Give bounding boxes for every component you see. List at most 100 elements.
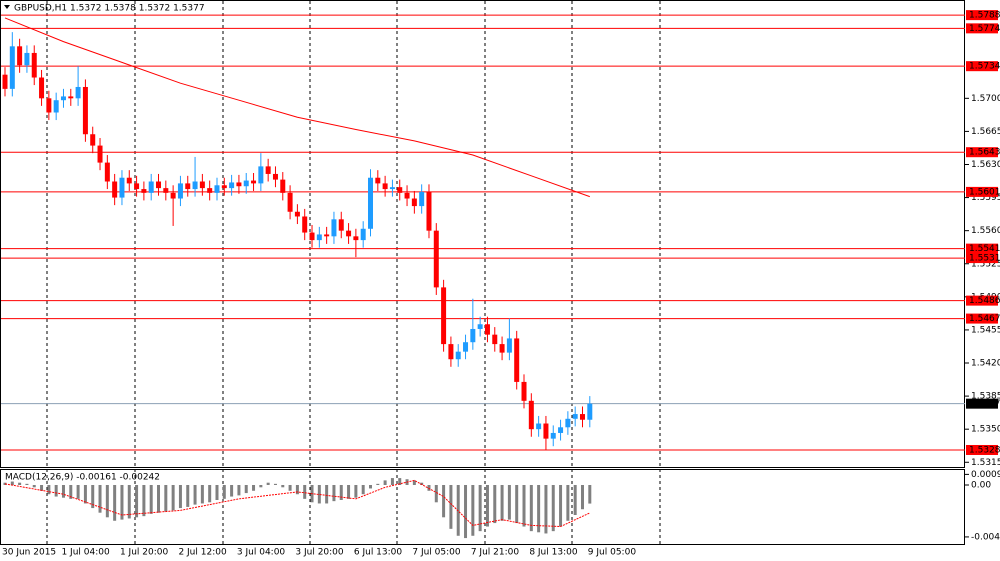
- level-label-box: [966, 243, 998, 254]
- candle-body: [324, 234, 330, 237]
- macd-bar: [580, 485, 584, 510]
- candle-body: [265, 166, 271, 174]
- macd-bar: [288, 485, 292, 491]
- candle-body: [104, 162, 110, 182]
- macd-bar: [493, 485, 497, 524]
- candle-body: [492, 334, 498, 345]
- candle-body: [397, 187, 403, 193]
- macd-bar: [47, 485, 51, 495]
- macd-bar: [588, 485, 592, 504]
- macd-bar: [515, 485, 519, 524]
- candle-body: [316, 234, 322, 241]
- macd-bar: [383, 480, 387, 485]
- y-tick-label: 0.00: [971, 481, 991, 491]
- chart-title: GBPUSD,H1 1.5372 1.5378 1.5372 1.5377: [14, 4, 205, 14]
- y-tick-label: 1.5700: [971, 94, 1000, 104]
- candle-body: [302, 216, 308, 233]
- candle-body: [60, 96, 66, 101]
- candle-body: [477, 324, 483, 329]
- macd-bar: [25, 483, 29, 485]
- candle-body: [470, 328, 476, 343]
- candle-body: [192, 181, 198, 190]
- macd-bar: [295, 485, 299, 495]
- macd-frame: [0, 469, 965, 545]
- price-frame: [0, 0, 965, 468]
- macd-bar: [273, 483, 277, 485]
- candle-body: [484, 324, 490, 335]
- candle-body: [31, 52, 37, 78]
- macd-bar: [105, 485, 109, 518]
- candle-body: [82, 86, 88, 135]
- macd-bar: [390, 478, 394, 485]
- x-tick-label: 30 Jun 2015: [2, 548, 56, 558]
- candle-body: [126, 177, 132, 184]
- macd-bar: [471, 485, 475, 536]
- candle-body: [163, 188, 169, 193]
- y-tick-label: 1.5525: [971, 259, 1000, 269]
- candle-body: [375, 177, 381, 184]
- macd-bar: [244, 485, 248, 494]
- level-label: 1.5486: [969, 296, 1000, 306]
- x-tick-label: 3 Jul 20:00: [295, 548, 344, 558]
- macd-bar: [193, 485, 197, 505]
- level-label: 1.5774: [969, 24, 1000, 34]
- macd-bar: [40, 485, 44, 491]
- macd-bar: [164, 485, 168, 512]
- level-label: 1.5788: [969, 11, 1000, 21]
- candle-body: [9, 46, 15, 89]
- macd-bar: [376, 483, 380, 485]
- candle-body: [236, 182, 242, 187]
- macd-bar: [230, 485, 234, 497]
- symbol-menu-arrow[interactable]: [4, 5, 10, 9]
- x-tick-label: 1 Jul 20:00: [120, 548, 169, 558]
- candle-body: [39, 77, 45, 99]
- level-label: 1.5328: [969, 445, 1000, 455]
- candle-body: [419, 191, 425, 207]
- macd-bar: [361, 485, 365, 495]
- macd-bar: [347, 485, 351, 499]
- y-tick-label: 0.00092: [971, 470, 1000, 480]
- macd-bar: [266, 482, 270, 485]
- candle-body: [75, 86, 81, 99]
- candle-body: [463, 342, 469, 352]
- candle-body: [156, 181, 162, 189]
- level-label-box: [966, 186, 998, 197]
- macd-bar: [537, 485, 541, 533]
- level-label: 1.5467: [969, 314, 1000, 324]
- macd-bar: [529, 485, 533, 532]
- macd-bar: [398, 478, 402, 485]
- y-tick-label: 1.5455: [971, 325, 1000, 335]
- day-separators: [46, 1, 661, 545]
- candle-body: [243, 180, 249, 187]
- macd-bar: [259, 485, 263, 488]
- candle-body: [199, 181, 205, 189]
- level-label-box: [966, 444, 998, 455]
- macd-bar: [113, 485, 117, 521]
- macd-bar: [281, 485, 285, 488]
- macd-bar: [178, 485, 182, 509]
- candle-body: [68, 96, 74, 99]
- macd-bar: [442, 485, 446, 518]
- candle-body: [572, 414, 578, 419]
- candle-body: [338, 219, 344, 231]
- candle-body: [112, 181, 118, 198]
- macd-bar: [522, 485, 526, 527]
- y-tick-label: 1.5385: [971, 392, 1000, 402]
- macd-bar: [544, 485, 548, 534]
- macd-bar: [464, 485, 468, 539]
- candle-body: [90, 134, 96, 146]
- macd-bar: [142, 485, 146, 517]
- x-tick-label: 1 Jul 04:00: [61, 548, 110, 558]
- candle-body: [441, 287, 447, 345]
- x-tick-label: 8 Jul 13:00: [529, 548, 578, 558]
- y-tick-label: 1.5560: [971, 226, 1000, 236]
- candle-body: [97, 145, 103, 163]
- y-tick-label: 1.5665: [971, 127, 1000, 137]
- macd-bar: [186, 485, 190, 507]
- x-tick-label: 7 Jul 05:00: [412, 548, 461, 558]
- candle-body: [514, 338, 520, 382]
- macd-bar: [420, 482, 424, 485]
- macd-bar: [54, 485, 58, 497]
- candle-body: [411, 198, 417, 207]
